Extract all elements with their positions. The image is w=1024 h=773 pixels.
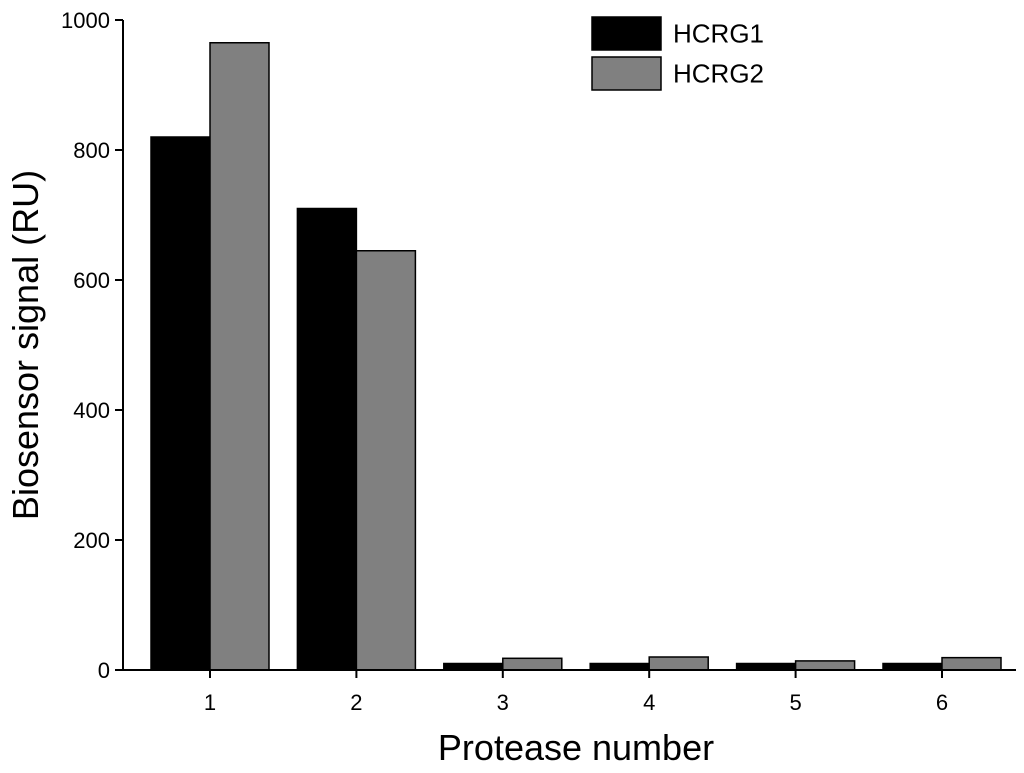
legend-swatch-hcrg2 bbox=[591, 56, 662, 91]
y-tick-label: 400 bbox=[73, 398, 110, 423]
x-tick-label: 4 bbox=[643, 690, 655, 715]
x-ticks-group: 1 2 3 4 5 6 bbox=[204, 670, 948, 715]
bar-hcrg1-2 bbox=[296, 207, 358, 671]
y-tick-label: 600 bbox=[73, 268, 110, 293]
x-tick-label: 5 bbox=[789, 690, 801, 715]
bar-hcrg2-1 bbox=[209, 42, 270, 671]
y-tick-label: 1000 bbox=[61, 8, 110, 33]
legend-label-hcrg2: HCRG2 bbox=[673, 59, 764, 89]
x-tick-label: 6 bbox=[936, 690, 948, 715]
x-tick-label: 1 bbox=[204, 690, 216, 715]
legend-swatch-hcrg1 bbox=[591, 16, 662, 51]
y-tick-label: 0 bbox=[98, 658, 110, 683]
bars-group bbox=[150, 42, 1002, 671]
bar-hcrg2-3 bbox=[502, 657, 563, 671]
axes-group bbox=[122, 20, 1016, 671]
bar-hcrg2-5 bbox=[794, 660, 856, 671]
bar-hcrg2-6 bbox=[941, 656, 1002, 671]
legend-label-hcrg1: HCRG1 bbox=[673, 19, 764, 49]
bar-hcrg1-1 bbox=[150, 136, 211, 671]
x-tick-label: 3 bbox=[497, 690, 509, 715]
y-axis-title: Biosensor signal (RU) bbox=[5, 170, 46, 520]
legend: HCRG1 HCRG2 bbox=[591, 16, 764, 91]
y-tick-label: 800 bbox=[73, 138, 110, 163]
x-tick-label: 2 bbox=[350, 690, 362, 715]
y-ticks-group: 0 200 400 600 800 1000 bbox=[61, 8, 123, 683]
bar-hcrg2-2 bbox=[355, 250, 417, 671]
bar-hcrg2-4 bbox=[648, 656, 709, 671]
x-axis-title: Protease number bbox=[438, 727, 714, 768]
y-tick-label: 200 bbox=[73, 528, 110, 553]
